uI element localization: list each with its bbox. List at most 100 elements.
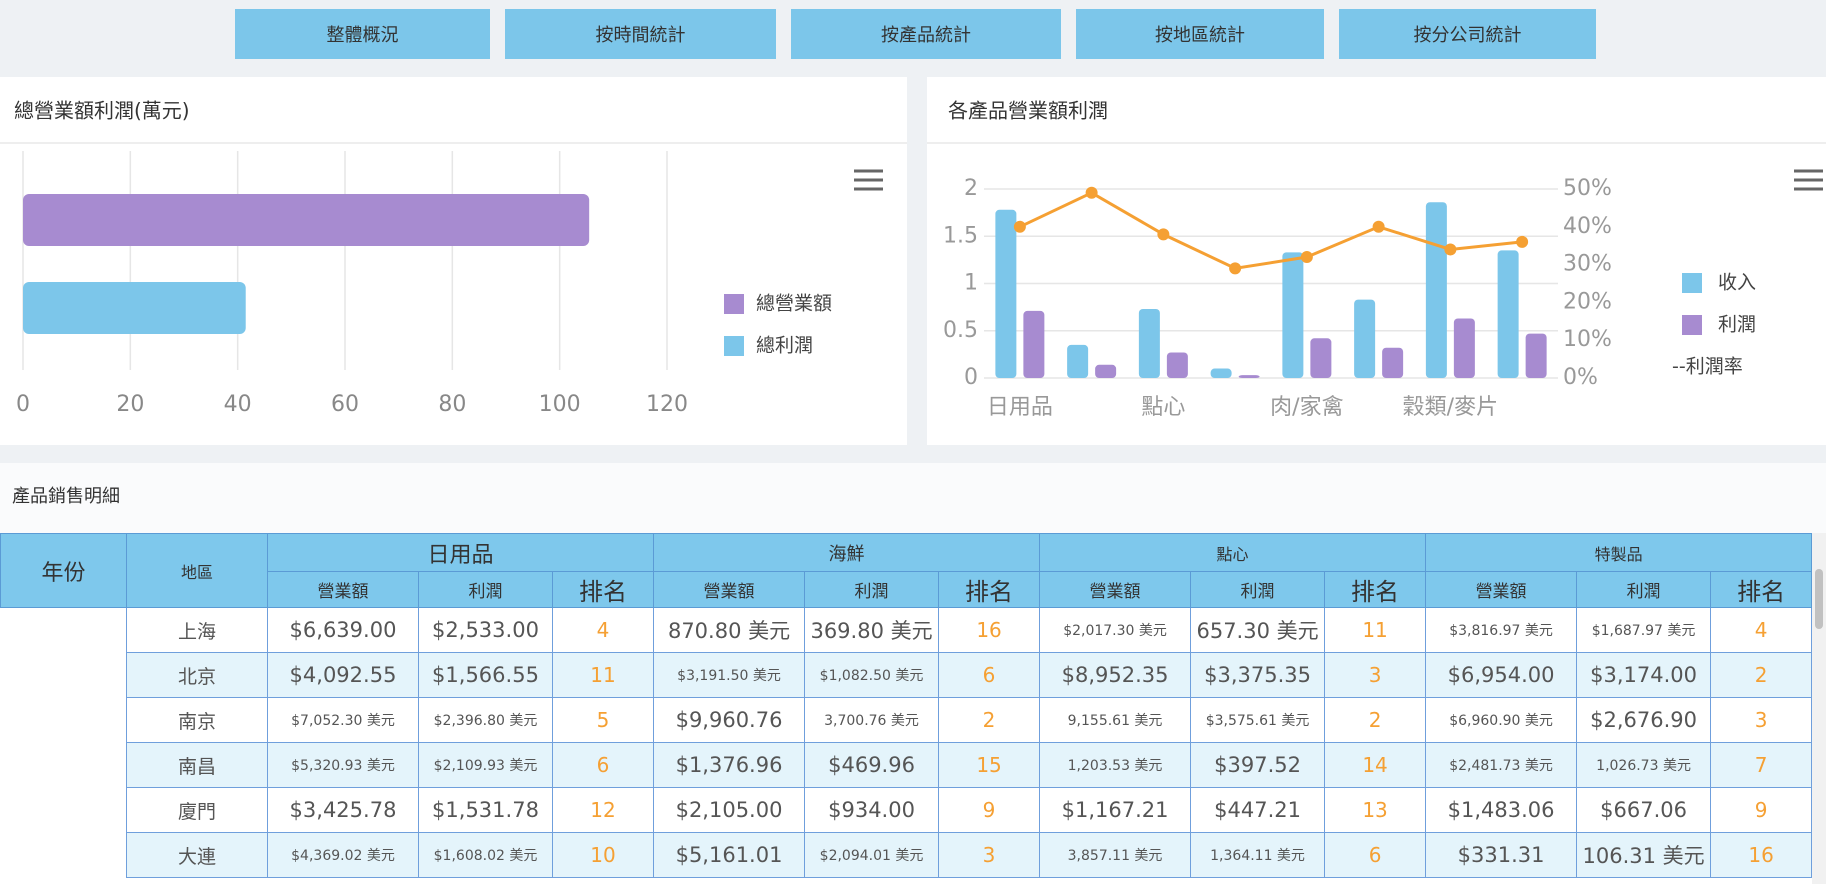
subheader-cell: 利潤 xyxy=(1576,571,1712,608)
table-row: 大連 $4,369.02 美元 $1,608.02 美元 10 $5,161.01 $2,… xyxy=(0,832,1812,878)
data-cell: 3 xyxy=(1324,652,1427,698)
legend-label: 利潤 xyxy=(1718,314,1756,336)
legend-swatch xyxy=(724,336,744,356)
data-cell: $1,082.50 美元 xyxy=(804,652,940,698)
data-cell: $4,092.55 xyxy=(267,652,419,698)
data-cell: 870.80 美元 xyxy=(653,607,806,653)
table-row: 北京 $4,092.55 $1,566.55 11 $3,191.50 美元 $1,082… xyxy=(0,652,1812,698)
subheader-cell: 排名 xyxy=(551,571,655,608)
data-cell: $1,483.06 xyxy=(1425,787,1578,833)
data-cell: 1,364.11 美元 xyxy=(1190,832,1326,878)
legend-swatch xyxy=(1682,273,1702,293)
scrollbar[interactable] xyxy=(1812,533,1826,884)
data-cell: $2,017.30 美元 xyxy=(1039,607,1192,653)
data-cell: 3,700.76 美元 xyxy=(804,697,940,743)
bar xyxy=(23,282,246,334)
data-cell: 9,155.61 美元 xyxy=(1039,697,1192,743)
bar xyxy=(1382,347,1404,378)
line-marker xyxy=(1085,186,1098,199)
data-cell: 106.31 美元 xyxy=(1576,832,1712,878)
data-cell: 13 xyxy=(1324,787,1427,833)
nav-button[interactable]: 按分公司統計 xyxy=(1339,9,1596,59)
bar xyxy=(995,209,1017,378)
data-cell: $331.31 xyxy=(1425,832,1578,878)
data-cell: 6 xyxy=(551,742,655,788)
data-cell: 4 xyxy=(551,607,655,653)
data-cell: $2,396.80 美元 xyxy=(418,697,553,743)
data-cell: 15 xyxy=(938,742,1041,788)
y-tick-label: 2 xyxy=(964,176,978,201)
line-marker xyxy=(1300,251,1313,264)
subheader-cell: 利潤 xyxy=(804,571,940,608)
x-tick-label: 20 xyxy=(116,392,144,417)
bar xyxy=(1138,309,1160,378)
line-marker xyxy=(1013,220,1026,233)
data-cell: 2 xyxy=(1710,652,1812,698)
bar xyxy=(1497,250,1519,378)
data-cell: $2,676.90 xyxy=(1576,697,1712,743)
nav-button[interactable]: 按時間統計 xyxy=(505,9,776,59)
year-cell xyxy=(0,697,127,743)
data-cell: $3,174.00 xyxy=(1576,652,1712,698)
data-cell: $3,425.78 xyxy=(267,787,419,833)
data-cell: $6,639.00 xyxy=(267,607,419,653)
scroll-thumb[interactable] xyxy=(1815,569,1823,629)
x-tick-label: 40 xyxy=(224,392,252,417)
bar xyxy=(1166,352,1188,378)
data-cell: 11 xyxy=(551,652,655,698)
x-tick-label: 0 xyxy=(16,392,30,417)
data-cell: 6 xyxy=(1324,832,1427,878)
x-tick-label: 80 xyxy=(438,392,466,417)
x-tick-label: 日用品 xyxy=(987,395,1053,420)
y-tick-label: 0.5 xyxy=(943,318,978,343)
data-cell: 1,026.73 美元 xyxy=(1576,742,1712,788)
nav-button[interactable]: 按產品統計 xyxy=(791,9,1061,59)
nav-button[interactable]: 按地區統計 xyxy=(1076,9,1324,59)
subheader-cell: 營業額 xyxy=(1425,571,1578,608)
panel xyxy=(0,77,907,445)
data-cell: $469.96 xyxy=(804,742,940,788)
menu-icon[interactable] xyxy=(1794,169,1823,191)
data-cell: $1,531.78 xyxy=(418,787,553,833)
bar xyxy=(1453,318,1475,378)
x-tick-label: 穀類/麥片 xyxy=(1403,395,1498,420)
data-cell: 6 xyxy=(938,652,1041,698)
data-cell: 3,857.11 美元 xyxy=(1039,832,1192,878)
data-cell: $3,375.35 xyxy=(1190,652,1326,698)
bar xyxy=(1354,299,1376,378)
data-cell: 12 xyxy=(551,787,655,833)
data-cell: $6,960.90 美元 xyxy=(1425,697,1578,743)
bar xyxy=(1425,202,1447,378)
data-cell: 2 xyxy=(1324,697,1427,743)
region-cell: 大連 xyxy=(126,832,268,878)
y-tick-label: 0 xyxy=(964,365,978,390)
sales-table: 年份 地區 日用品 海鮮 點心 特製品 營業額 利潤 排名 營業額 利潤 排名 營業額 利潤排… xyxy=(0,533,1812,878)
chart-title: 總營業額利潤(萬元) xyxy=(14,99,190,123)
line-marker xyxy=(1372,220,1385,233)
data-cell: $2,109.93 美元 xyxy=(418,742,553,788)
subheader-cell: 排名 xyxy=(1710,571,1812,608)
subheader-cell: 營業額 xyxy=(653,571,806,608)
section-bg xyxy=(0,463,1826,533)
subheader-cell: 排名 xyxy=(938,571,1041,608)
data-cell: $3,816.97 美元 xyxy=(1425,607,1578,653)
table-container: 年份 地區 日用品 海鮮 點心 特製品 營業額 利潤 排名 營業額 利潤 排名 營業額 利潤排… xyxy=(0,533,1812,884)
year-cell xyxy=(0,832,127,878)
menu-icon[interactable] xyxy=(854,169,883,191)
data-cell: 3 xyxy=(938,832,1041,878)
x-tick-label: 60 xyxy=(331,392,359,417)
legend-swatch xyxy=(724,294,744,314)
table-row: 南京 $7,052.30 美元 $2,396.80 美元 5 $9,960.76 3,70… xyxy=(0,697,1812,743)
group-header: 日用品 xyxy=(266,533,655,572)
nav-button[interactable]: 整體概況 xyxy=(235,9,490,59)
year-cell xyxy=(0,652,127,698)
data-cell: $934.00 xyxy=(804,787,940,833)
data-cell: 11 xyxy=(1324,607,1427,653)
region-cell: 上海 xyxy=(126,607,268,653)
group-header: 特製品 xyxy=(1425,533,1812,572)
legend-swatch xyxy=(1682,315,1702,335)
data-cell: $4,369.02 美元 xyxy=(267,832,419,878)
data-cell: 16 xyxy=(938,607,1041,653)
data-cell: 14 xyxy=(1324,742,1427,788)
year-cell xyxy=(0,607,127,653)
